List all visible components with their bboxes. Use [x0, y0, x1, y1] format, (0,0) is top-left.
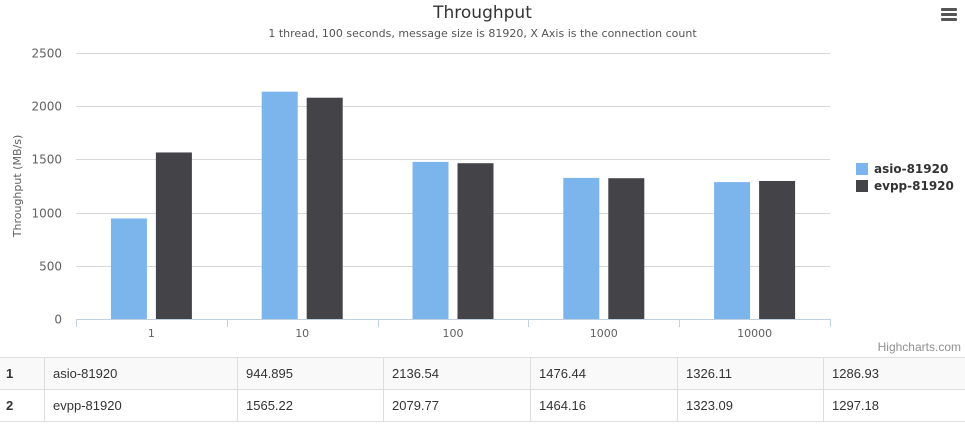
- chart-title: Throughput: [433, 3, 532, 23]
- table-row: 1 asio-81920 944.895 2136.54 1476.44 132…: [0, 357, 965, 390]
- x-tick-label: 100: [443, 327, 464, 340]
- bar-asio-81920-10: [261, 91, 298, 319]
- bar-asio-81920-1000: [563, 177, 600, 319]
- bar-evpp-81920-10000: [759, 180, 796, 319]
- chart-subtitle: 1 thread, 100 seconds, message size is 8…: [268, 27, 697, 40]
- y-tick-label: 2500: [31, 47, 62, 61]
- bar-evpp-81920-100: [457, 163, 494, 319]
- table-cell: 2079.77: [383, 389, 531, 422]
- x-tick-label: 10000: [737, 327, 772, 340]
- legend-label-asio: asio-81920: [874, 161, 949, 176]
- y-tick-label: 1000: [31, 207, 62, 221]
- chart-plot: 0 500 1000 1500 2000 2500 1 10 100 1000 10000 Throu…: [11, 47, 831, 340]
- table-cell: 2136.54: [383, 357, 531, 390]
- legend-item-asio[interactable]: asio-81920: [856, 160, 954, 177]
- table-cell: 1297.18: [823, 389, 965, 422]
- row-name: evpp-81920: [44, 389, 238, 422]
- row-index: 1: [0, 357, 45, 390]
- data-table: 1 asio-81920 944.895 2136.54 1476.44 132…: [0, 357, 965, 422]
- y-tick-label: 2000: [31, 100, 62, 114]
- chart-container: 0 500 1000 1500 2000 2500 1 10 100 1000 10000 Throu…: [11, 3, 961, 354]
- credits-link[interactable]: Highcharts.com: [877, 340, 961, 354]
- table-cell: 1323.09: [677, 389, 824, 422]
- bar-evpp-81920-1: [155, 152, 192, 319]
- bar-asio-81920-1: [110, 218, 147, 319]
- x-tick-label: 1000: [590, 327, 618, 340]
- table-cell: 1565.22: [237, 389, 384, 422]
- bar-asio-81920-100: [412, 161, 449, 319]
- bar-asio-81920-10000: [714, 182, 751, 319]
- table-cell: 1464.16: [530, 389, 678, 422]
- y-tick-label: 1500: [31, 153, 62, 167]
- hamburger-menu-icon[interactable]: [939, 6, 959, 24]
- y-tick-label: 500: [39, 260, 62, 274]
- chart-legend: asio-81920 evpp-81920: [856, 160, 954, 194]
- row-name: asio-81920: [44, 357, 238, 390]
- y-tick-label: 0: [54, 313, 62, 327]
- legend-swatch-evpp: [856, 179, 868, 192]
- legend-item-evpp[interactable]: evpp-81920: [856, 177, 954, 194]
- bar-evpp-81920-1000: [608, 178, 645, 319]
- legend-label-evpp: evpp-81920: [874, 178, 954, 193]
- row-index: 2: [0, 389, 45, 422]
- table-cell: 1286.93: [823, 357, 965, 390]
- x-tick-label: 1: [148, 327, 155, 340]
- table-cell: 944.895: [237, 357, 384, 390]
- table-cell: 1476.44: [530, 357, 678, 390]
- legend-swatch-asio: [856, 162, 868, 175]
- y-axis-title: Throughput (MB/s): [11, 135, 24, 238]
- table-cell: 1326.11: [677, 357, 824, 390]
- table-row: 2 evpp-81920 1565.22 2079.77 1464.16 132…: [0, 389, 965, 422]
- x-tick-label: 10: [295, 327, 309, 340]
- bar-evpp-81920-10: [306, 97, 343, 320]
